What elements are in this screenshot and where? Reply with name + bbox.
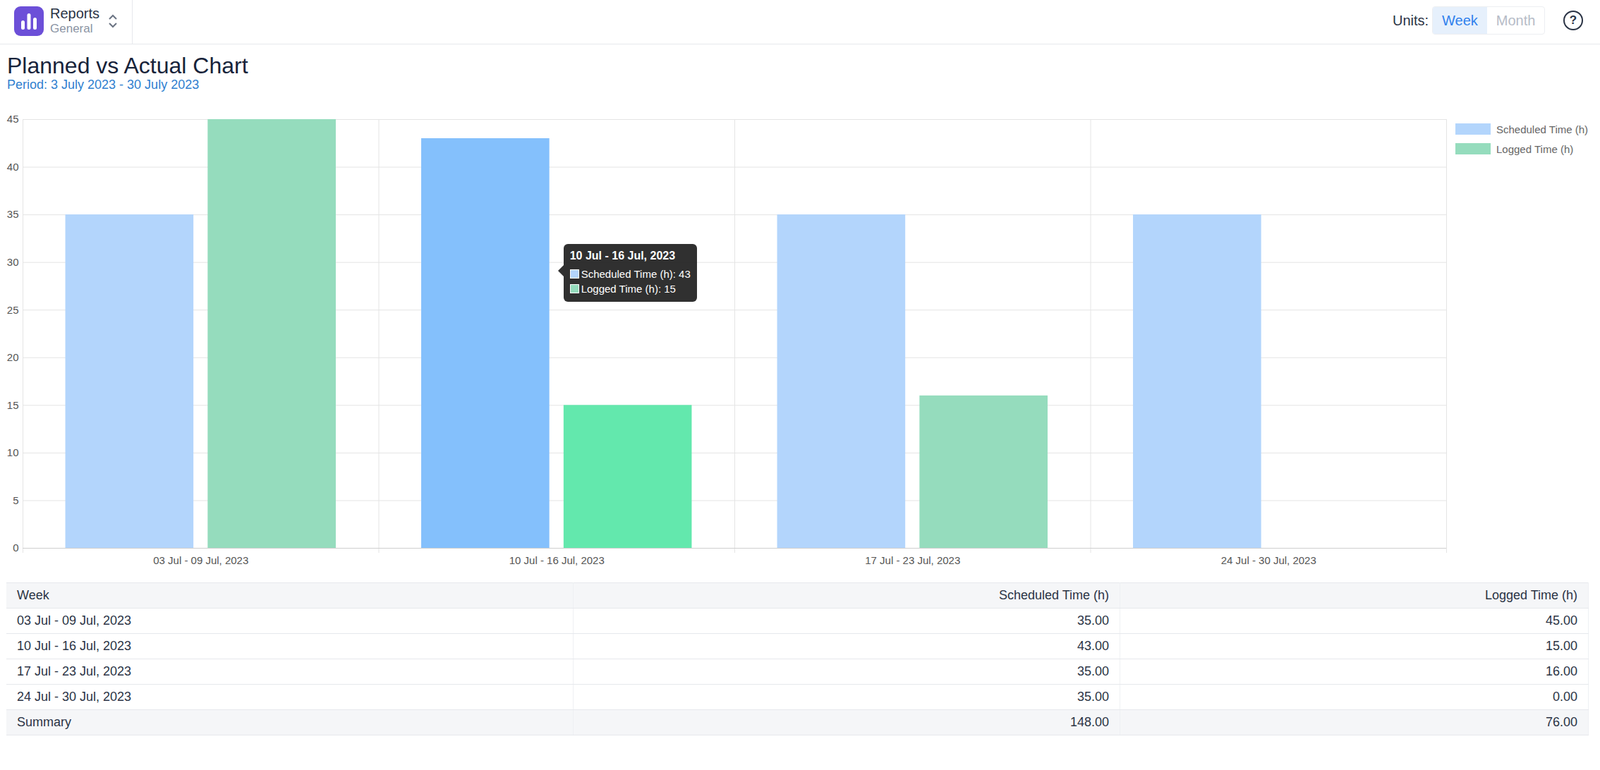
html-text:35.00: 35.00 xyxy=(1077,689,1109,705)
html-text:Planned vs Actual Chart: Planned vs Actual Chart xyxy=(7,52,248,79)
svg-text:40: 40 xyxy=(7,160,20,173)
html-text:0.00: 0.00 xyxy=(1552,689,1578,705)
html-text:35.00: 35.00 xyxy=(1077,664,1109,679)
svg-text:35: 35 xyxy=(7,208,20,221)
html-text:Logged Time (h): 15: Logged Time (h): 15 xyxy=(581,282,676,295)
html-text:45.00: 45.00 xyxy=(1545,613,1578,628)
html-text:Reports: Reports xyxy=(50,5,100,22)
svg-text:17 Jul - 23 Jul, 2023: 17 Jul - 23 Jul, 2023 xyxy=(864,554,961,567)
html-text:Units:: Units: xyxy=(1392,12,1429,29)
svg-text:10: 10 xyxy=(7,446,20,459)
svg-text:24 Jul - 30 Jul, 2023: 24 Jul - 30 Jul, 2023 xyxy=(1221,554,1317,567)
svg-text:45: 45 xyxy=(7,112,20,125)
html-text:148.00: 148.00 xyxy=(1070,715,1109,730)
html-text:43.00: 43.00 xyxy=(1077,639,1109,654)
html-text:03 Jul - 09 Jul, 2023: 03 Jul - 09 Jul, 2023 xyxy=(16,613,132,628)
svg-text:25: 25 xyxy=(7,304,20,317)
html-text:Summary: Summary xyxy=(16,715,72,730)
svg-text:30: 30 xyxy=(7,256,20,269)
html-text:Scheduled Time (h): 43: Scheduled Time (h): 43 xyxy=(581,268,691,281)
html-text:Week: Week xyxy=(1441,12,1478,29)
svg-text:10 Jul - 16 Jul, 2023: 10 Jul - 16 Jul, 2023 xyxy=(509,554,605,567)
html-text:Logged Time (h): Logged Time (h) xyxy=(1496,142,1574,155)
svg-text:20: 20 xyxy=(7,351,20,364)
html-text:Logged Time (h): Logged Time (h) xyxy=(1484,588,1578,603)
html-text:10 Jul - 16 Jul, 2023: 10 Jul - 16 Jul, 2023 xyxy=(16,639,132,654)
html-text:Scheduled Time (h): Scheduled Time (h) xyxy=(998,588,1109,603)
html-text:Scheduled Time (h): Scheduled Time (h) xyxy=(1496,123,1589,136)
html-text:24 Jul - 30 Jul, 2023: 24 Jul - 30 Jul, 2023 xyxy=(16,689,132,705)
svg-text:0: 0 xyxy=(12,541,19,554)
html-text:76.00: 76.00 xyxy=(1545,715,1578,730)
html-text:Period: 3 July 2023 - 30 July: Period: 3 July 2023 - 30 July 2023 xyxy=(7,77,200,92)
html-text:General: General xyxy=(50,21,93,36)
svg-text:5: 5 xyxy=(12,494,19,507)
html-text:35.00: 35.00 xyxy=(1077,613,1109,628)
html-text:Week: Week xyxy=(16,588,50,603)
html-text:15.00: 15.00 xyxy=(1545,639,1578,654)
html-text:17 Jul - 23 Jul, 2023: 17 Jul - 23 Jul, 2023 xyxy=(16,664,132,679)
svg-text:15: 15 xyxy=(7,399,20,412)
svg-text:03 Jul - 09 Jul, 2023: 03 Jul - 09 Jul, 2023 xyxy=(153,554,249,567)
html-text:16.00: 16.00 xyxy=(1545,664,1578,679)
html-text:Month: Month xyxy=(1496,12,1536,29)
html-text:10 Jul - 16 Jul, 2023: 10 Jul - 16 Jul, 2023 xyxy=(569,249,676,262)
